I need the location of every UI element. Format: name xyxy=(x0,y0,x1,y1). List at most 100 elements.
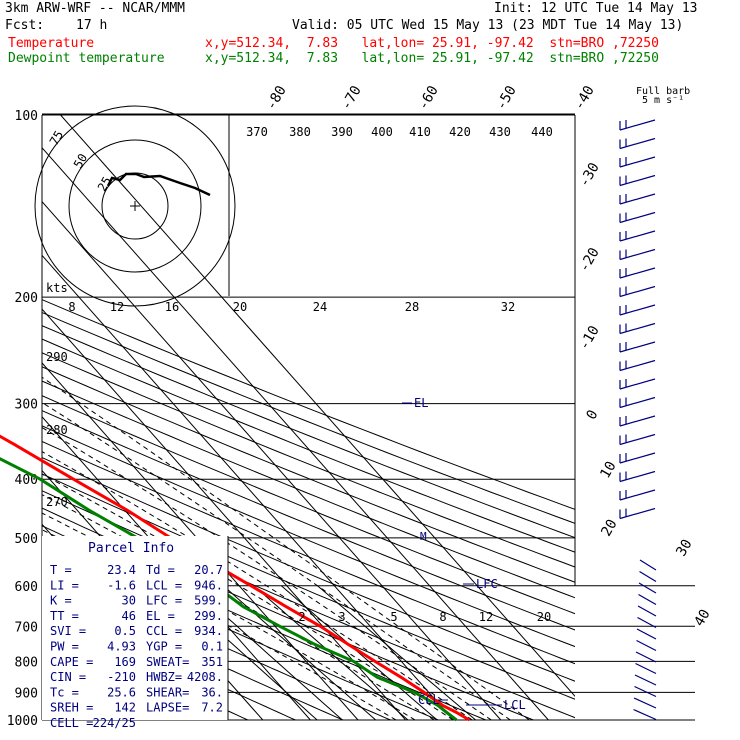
dry-adiabat-390 xyxy=(42,380,575,599)
wind-barb-low xyxy=(639,559,657,571)
wind-barb-low xyxy=(635,651,657,663)
pressure-label-500: 500 xyxy=(15,532,38,547)
hodograph-speed-label: 12 xyxy=(110,300,124,314)
profiles xyxy=(0,434,471,722)
wind-barb-low xyxy=(637,605,657,617)
isotherm-40 xyxy=(42,147,549,720)
wind-barb-shaft xyxy=(619,415,656,427)
wind-barb-shaft xyxy=(619,507,656,520)
wind-barb-shaft xyxy=(619,470,656,483)
mixing-ratio-label: 3 xyxy=(338,610,345,624)
hodograph-speed-label: 28 xyxy=(405,300,419,314)
hodograph-speed-label: 32 xyxy=(501,300,515,314)
pressure-label-700: 700 xyxy=(15,620,38,635)
wind-barb-low xyxy=(634,674,657,686)
forecast-value: 17 h xyxy=(76,18,108,33)
parcel-row-value: 30 xyxy=(122,594,136,608)
parcel-row-label-2: YGP = xyxy=(146,640,182,654)
pressure-label-200: 200 xyxy=(15,291,38,306)
wind-barb-shaft xyxy=(619,285,656,298)
isotherm-label: -50 xyxy=(493,83,520,113)
dewpoint-profile xyxy=(0,457,458,722)
el-label: EL xyxy=(414,396,428,410)
dry-adiabat-270 xyxy=(42,581,344,720)
wind-barb-shaft xyxy=(619,248,656,261)
dry-adiabat-350 xyxy=(42,440,575,665)
wind-barb-shaft xyxy=(619,174,656,187)
parcel-row-label: K = xyxy=(50,594,72,608)
wind-barb-low xyxy=(636,639,657,652)
wind-barb-low xyxy=(639,570,657,583)
parcel-row-label: CIN = xyxy=(50,670,86,684)
m-marker: M xyxy=(420,530,427,543)
wind-barb-low xyxy=(634,685,657,698)
parcel-row-label-2: LFC = xyxy=(146,594,182,608)
isotherm-label: -80 xyxy=(263,83,290,113)
dry-adiabat-400 xyxy=(42,366,575,583)
wind-barb-shaft xyxy=(619,137,656,150)
dewpoint-legend-info: x,y=512.34, 7.83 lat,lon= 25.91, -97.42 … xyxy=(205,51,659,66)
ccl-label: CCL xyxy=(418,693,440,707)
mixing-ratio-label: 8 xyxy=(439,610,446,624)
isotherm-label: -60 xyxy=(415,83,442,113)
parcel-row-label-2: CCL = xyxy=(146,624,182,638)
parcel-info-bg xyxy=(42,536,228,720)
parcel-info-title: Parcel Info xyxy=(88,541,174,556)
parcel-row-value: 224/25 xyxy=(93,716,136,730)
isotherm-50 xyxy=(60,115,575,698)
theta-label: 410 xyxy=(409,125,431,139)
parcel-row-value: 46 xyxy=(122,609,136,623)
parcel-row-label: SREH = xyxy=(50,701,93,715)
isotherm-label: -40 xyxy=(571,83,598,113)
parcel-row-value-2: 934. xyxy=(194,624,223,638)
isotherm-label: 10 xyxy=(597,459,619,482)
wind-barb-low xyxy=(635,662,657,675)
dry-adiabat-420 xyxy=(42,338,575,553)
moist-adiabat-28 xyxy=(42,426,492,720)
hodograph-ring-label: 75 xyxy=(47,128,66,148)
hodograph-speed-label: 24 xyxy=(313,300,327,314)
moist-adiabat-36 xyxy=(42,376,530,720)
barb-legend-title: Full barb xyxy=(636,86,690,97)
parcel-info-box: Parcel Info T = 23.4 Td = 20.7 LI = -1.6 LCL = 9… xyxy=(42,536,229,730)
isotherm-label: 20 xyxy=(598,517,620,540)
mixing-ratio-label: 12 xyxy=(479,610,493,624)
isotherm-label: -70 xyxy=(338,83,365,113)
moist-adiabat-8 xyxy=(42,529,397,720)
pressure-label-800: 800 xyxy=(15,655,38,670)
parcel-row-value: 4.93 xyxy=(107,640,136,654)
parcel-row-value-2: 946. xyxy=(194,578,223,592)
wind-barb-shaft xyxy=(619,119,656,131)
parcel-row-label-2: SHEAR= xyxy=(146,685,189,699)
dry-adiabat-430 xyxy=(42,325,575,539)
isotherm-label: -30 xyxy=(576,160,603,190)
theta-label: 430 xyxy=(489,125,511,139)
pressure-label-400: 400 xyxy=(15,473,38,488)
parcel-row-label: SVI = xyxy=(50,624,86,638)
isotherm-10 xyxy=(42,308,406,720)
temperature-legend-info: x,y=512.34, 7.83 lat,lon= 25.91, -97.42 … xyxy=(205,36,659,51)
wind-barb-shaft xyxy=(619,304,656,316)
wind-barb-shaft xyxy=(619,341,656,353)
dry-adiabat-340 xyxy=(42,456,575,682)
parcel-row-label: T = xyxy=(50,563,72,577)
parcel-row-value: 23.4 xyxy=(107,563,136,577)
temperature-legend-label: Temperature xyxy=(8,36,95,51)
dry-adiabat-330 xyxy=(42,473,575,700)
parcel-row-label-2: Td = xyxy=(146,563,175,577)
wind-barb-low xyxy=(633,697,657,709)
wind-barb-shaft xyxy=(619,230,656,242)
hodograph-ring xyxy=(34,105,236,307)
parcel-row-value: -1.6 xyxy=(107,578,136,592)
isotherm-label: 30 xyxy=(673,537,695,560)
parcel-row-value-2: 36. xyxy=(201,685,223,699)
wind-barb-low xyxy=(638,593,657,606)
hodograph-ring-label: 25 xyxy=(95,174,114,194)
mixing-ratio-label: 2 xyxy=(298,610,305,624)
pressure-label-900: 900 xyxy=(15,686,38,701)
hodograph-ring-label: 50 xyxy=(71,151,90,171)
parcel-row-label: TT = xyxy=(50,609,79,623)
isotherm-30 xyxy=(42,200,502,720)
